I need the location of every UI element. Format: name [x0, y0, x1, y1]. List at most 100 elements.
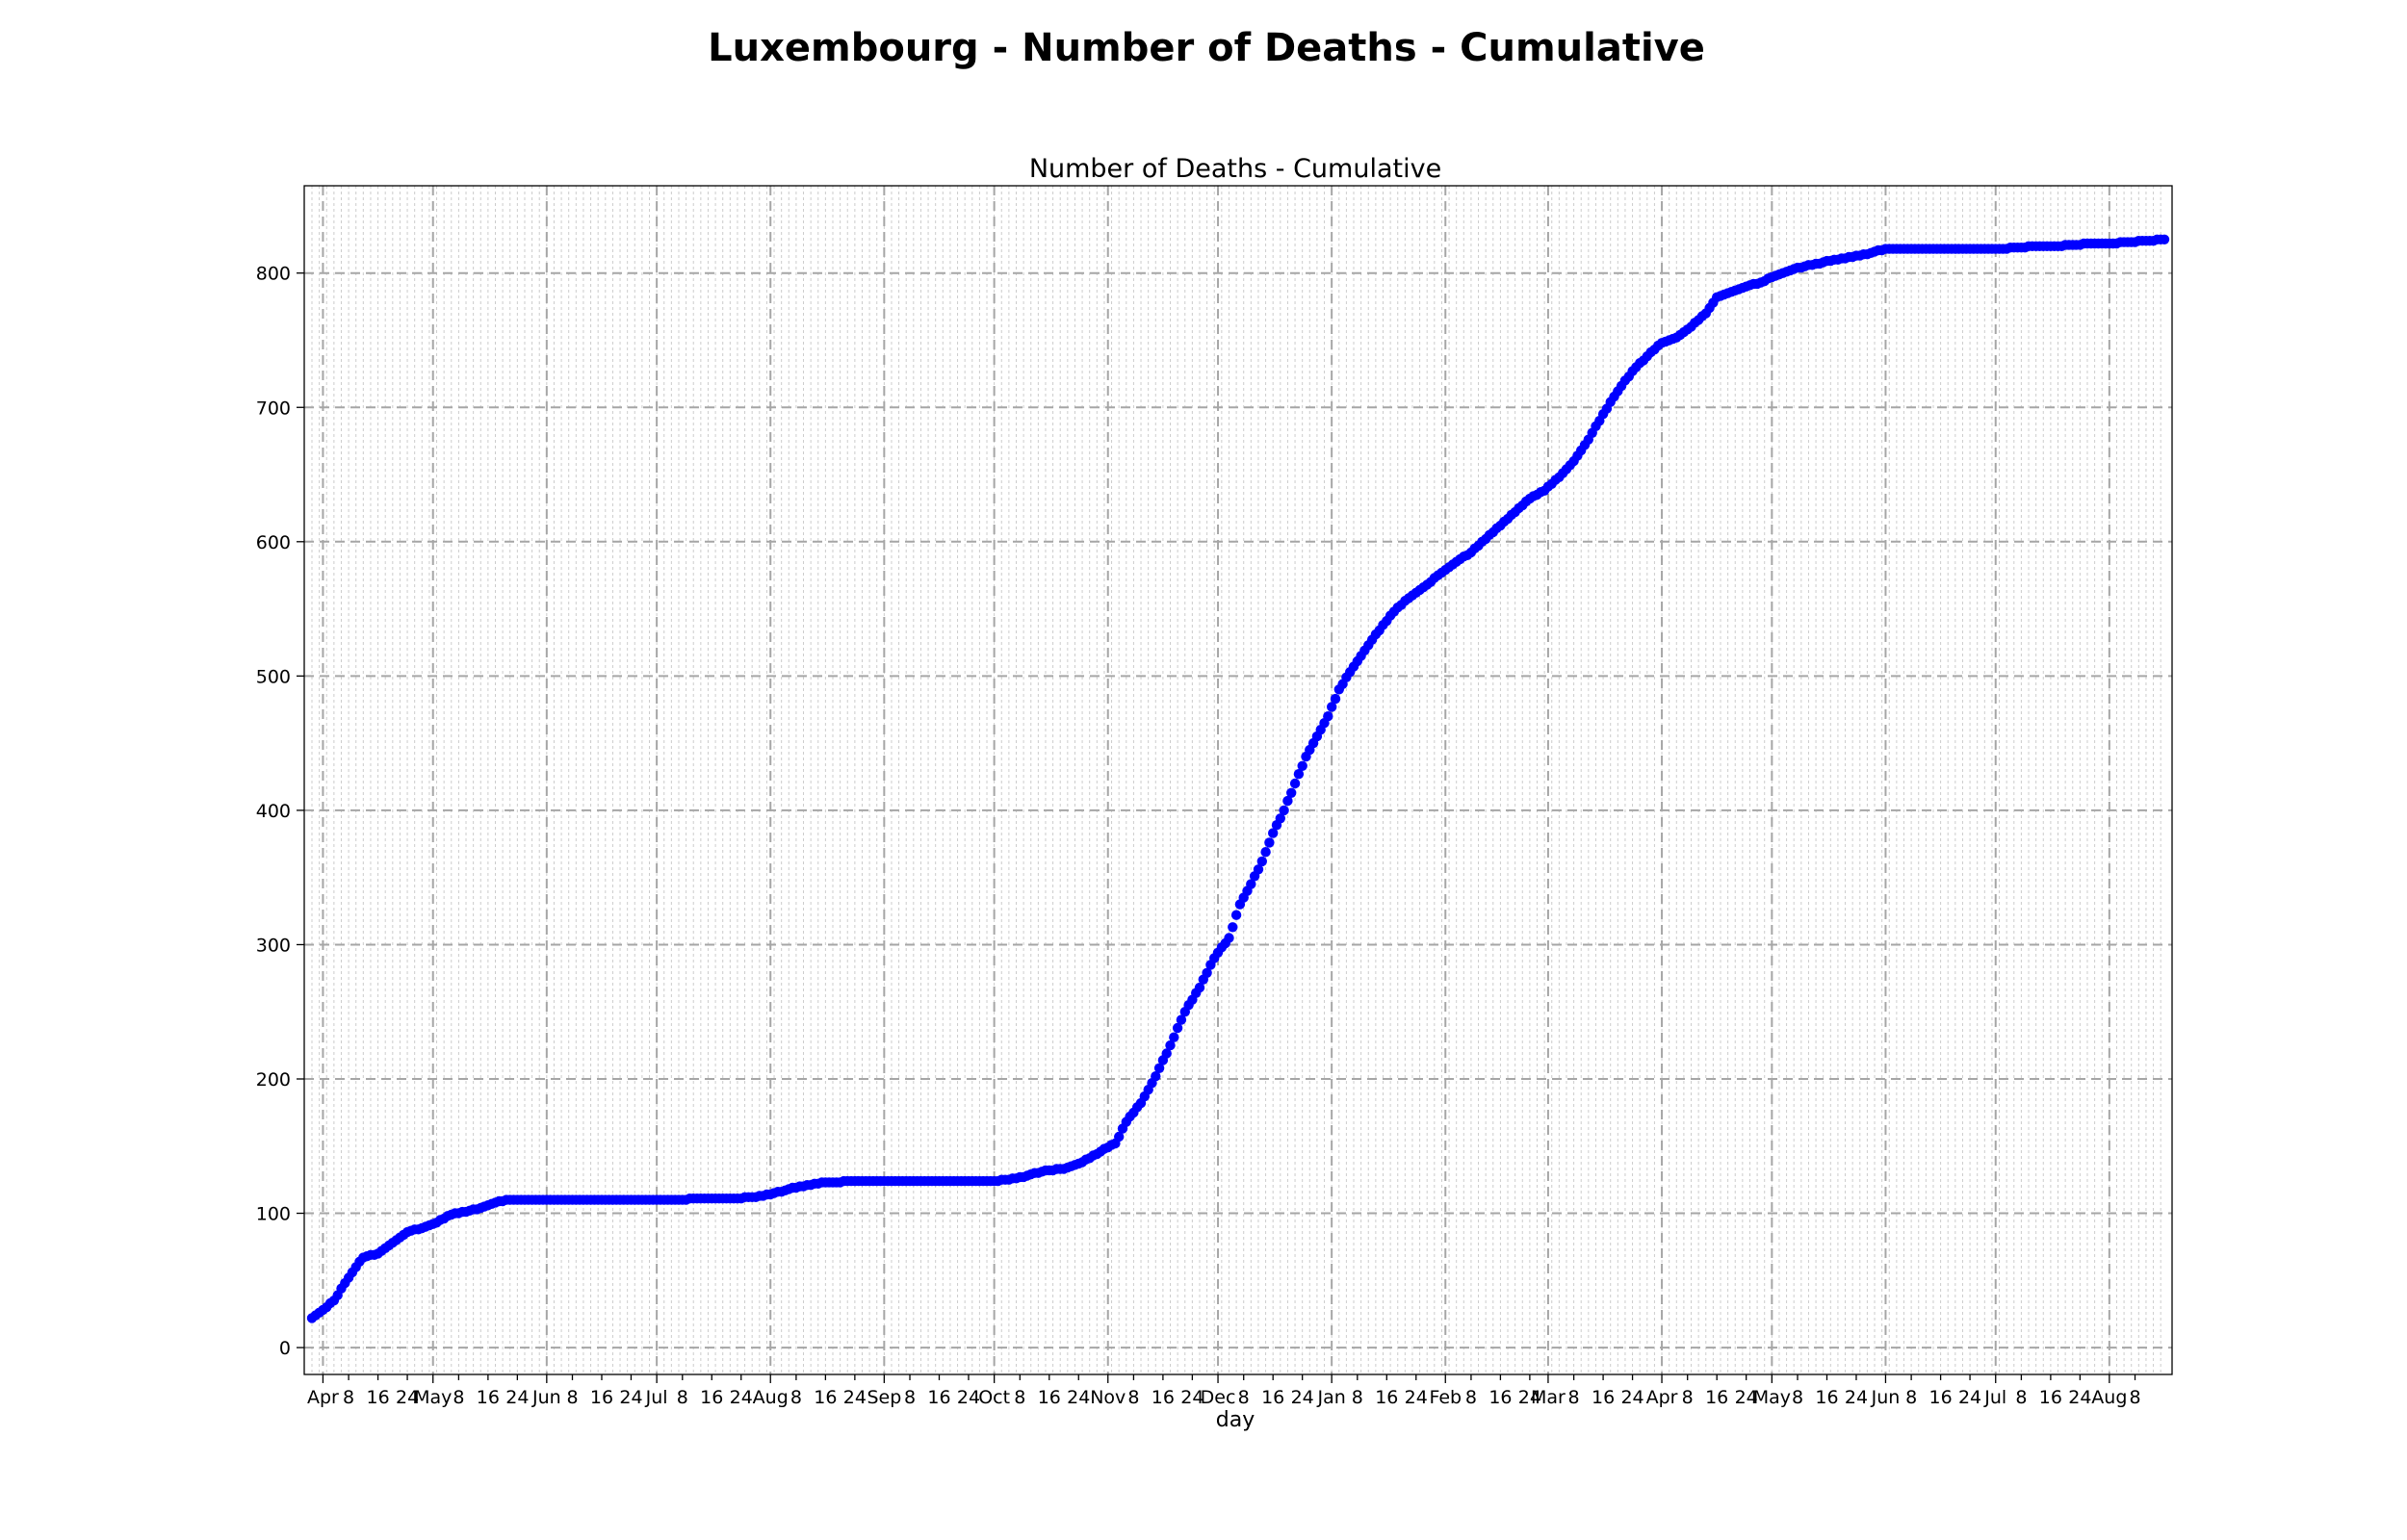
data-point	[1286, 787, 1297, 798]
data-point	[1297, 760, 1307, 771]
grid-layer	[304, 186, 2172, 1374]
x-tick-label: 16	[1261, 1387, 1284, 1408]
x-tick-label: 24	[396, 1387, 419, 1408]
data-point	[1323, 711, 1333, 722]
x-tick-label: 16	[477, 1387, 500, 1408]
x-tick-label: Jan	[1317, 1387, 1346, 1408]
x-tick-label: 16	[1488, 1387, 1512, 1408]
y-tick-label: 800	[256, 264, 291, 285]
x-tick-label: 16	[1152, 1387, 1175, 1408]
x-tick-label: Sep	[867, 1387, 901, 1408]
data-point	[1253, 864, 1264, 875]
x-tick-label: 24	[1180, 1387, 1204, 1408]
y-tick-label: 300	[256, 935, 291, 956]
data-point	[1172, 1022, 1183, 1034]
x-tick-label: 16	[700, 1387, 723, 1408]
x-tick-label: Oct	[978, 1387, 1010, 1408]
data-point	[1230, 910, 1242, 920]
data-point	[1327, 702, 1337, 712]
x-tick-label: 24	[1518, 1387, 1541, 1408]
data-point	[1224, 933, 1234, 943]
y-tick-label: 400	[256, 801, 291, 822]
data-point	[2159, 234, 2170, 244]
x-tick-label: 8	[1238, 1387, 1250, 1408]
x-tick-label: 24	[1291, 1387, 1314, 1408]
x-tick-label: 16	[1815, 1387, 1838, 1408]
data-point	[1176, 1014, 1187, 1025]
x-tick-label: 24	[957, 1387, 980, 1408]
data-point	[1228, 922, 1238, 933]
y-tick-label: 700	[256, 398, 291, 419]
data-point	[1330, 693, 1341, 705]
y-tick-label: 600	[256, 532, 291, 553]
x-tick-label: 8	[453, 1387, 464, 1408]
x-tick-label: 24	[505, 1387, 529, 1408]
x-tick-label: 24	[619, 1387, 642, 1408]
y-tick-label: 500	[256, 666, 291, 687]
data-point	[1260, 847, 1271, 858]
x-tick-label: 8	[1127, 1387, 1139, 1408]
x-tick-label: 24	[1405, 1387, 1428, 1408]
x-tick-label: Jun	[1871, 1387, 1901, 1408]
x-tick-label: 16	[1705, 1387, 1728, 1408]
x-tick-label: 8	[1568, 1387, 1580, 1408]
data-point	[1169, 1032, 1179, 1042]
data-point	[1275, 813, 1286, 824]
x-tick-label: 16	[927, 1387, 950, 1408]
x-tick-label: 8	[1014, 1387, 1025, 1408]
x-tick-label: Feb	[1429, 1387, 1462, 1408]
x-axis-label: day	[1216, 1408, 1255, 1432]
data-point	[1289, 778, 1301, 789]
x-tick-label: 8	[2129, 1387, 2140, 1408]
data-point	[1114, 1131, 1125, 1142]
x-tick-label: Apr	[307, 1387, 339, 1408]
x-tick-label: Aug	[753, 1387, 789, 1408]
x-tick-label: 8	[1682, 1387, 1694, 1408]
data-point	[1246, 879, 1256, 889]
data-point	[1279, 805, 1289, 816]
x-tick-label: 16	[590, 1387, 613, 1408]
x-tick-label: Dec	[1201, 1387, 1236, 1408]
data-point	[1282, 795, 1293, 807]
y-tick-label: 100	[256, 1204, 291, 1225]
data-point	[1153, 1063, 1165, 1074]
x-tick-label: 8	[1352, 1387, 1363, 1408]
x-tick-label: 16	[1038, 1387, 1061, 1408]
data-point	[1202, 967, 1212, 978]
x-tick-label: 16	[1592, 1387, 1615, 1408]
x-tick-label: Jul	[1983, 1387, 2006, 1408]
y-tick-label: 200	[256, 1069, 291, 1091]
data-point	[1293, 769, 1305, 780]
data-point	[1256, 856, 1268, 867]
x-tick-label: 16	[1929, 1387, 1953, 1408]
x-tick-label: 24	[730, 1387, 753, 1408]
x-tick-label: 8	[790, 1387, 802, 1408]
x-tick-label: 8	[904, 1387, 916, 1408]
data-points	[306, 234, 2170, 1323]
chart-suptitle: Luxembourg - Number of Deaths - Cumulati…	[708, 26, 1705, 70]
x-tick-label: 24	[1067, 1387, 1090, 1408]
x-tick-label: Nov	[1090, 1387, 1126, 1408]
x-tick-label: 16	[1375, 1387, 1398, 1408]
x-tick-label: 24	[1735, 1387, 1758, 1408]
x-tick-label: May	[414, 1387, 452, 1408]
x-tick-label: Apr	[1646, 1387, 1678, 1408]
x-tick-label: 8	[2015, 1387, 2027, 1408]
x-tick-label: 16	[2039, 1387, 2062, 1408]
x-tick-label: 8	[1465, 1387, 1477, 1408]
x-tick-label: 24	[1620, 1387, 1643, 1408]
x-tick-label: Jun	[531, 1387, 561, 1408]
chart-title: Number of Deaths - Cumulative	[1029, 154, 1441, 184]
data-point	[1194, 982, 1205, 993]
x-tick-label: Jul	[645, 1387, 668, 1408]
x-tick-label: Aug	[2091, 1387, 2127, 1408]
x-tick-label: May	[1753, 1387, 1791, 1408]
x-tick-label: 24	[1958, 1387, 1981, 1408]
x-tick-label: 16	[814, 1387, 837, 1408]
data-point	[1264, 837, 1275, 848]
x-tick-label: 24	[1845, 1387, 1868, 1408]
data-point	[1268, 828, 1279, 838]
